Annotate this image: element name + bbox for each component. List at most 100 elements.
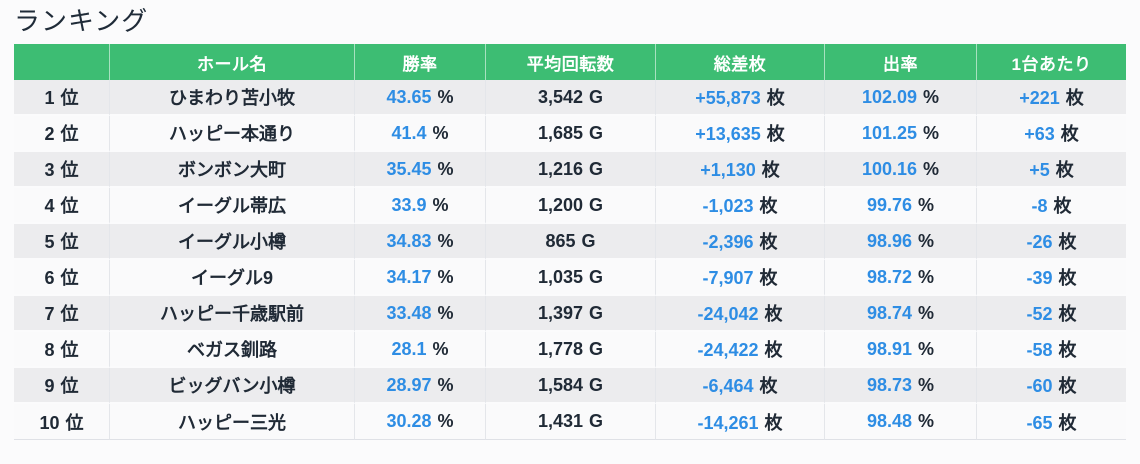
unit-label: 枚	[764, 340, 783, 360]
unit-label: %	[918, 266, 935, 287]
unit-label: %	[437, 158, 454, 179]
win-rate-cell-value: 33.9	[391, 194, 427, 215]
unit-label: %	[918, 302, 935, 323]
ranking-table: ホール名 勝率 平均回転数 総差枚 出率 1台あたり 1 位ひまわり苫小牧 43.6…	[14, 44, 1126, 440]
avg-spins-cell-value: 3,542	[537, 86, 584, 107]
unit-label: %	[437, 266, 454, 287]
total-diff-cell: -7,907 枚	[656, 260, 825, 296]
payout-cell: 98.74%	[825, 296, 977, 332]
unit-label: G	[589, 411, 604, 431]
hall-cell-value: ハッピー千歳駅前	[160, 304, 304, 324]
hall-cell: ボンボン大町	[110, 152, 355, 188]
payout-cell-value: 98.72	[866, 266, 913, 287]
unit-label: %	[432, 122, 449, 143]
total-diff-cell-value: -14,261	[697, 412, 759, 433]
unit-label: %	[918, 338, 935, 359]
per-machine-cell: -60 枚	[977, 368, 1126, 404]
win-rate-cell-value: 34.17	[386, 266, 432, 287]
hall-cell: ハッピー本通り	[110, 116, 355, 152]
rank-cell-value: 4	[44, 196, 55, 216]
table-row: 1 位ひまわり苫小牧 43.65% 3,542 G +55,873 枚 102.09% +221…	[14, 80, 1126, 116]
unit-label: 枚	[1058, 268, 1077, 288]
avg-spins-cell-value: 1,216	[537, 158, 584, 179]
payout-cell: 100.16%	[825, 152, 977, 188]
unit-label: G	[581, 230, 596, 251]
payout-cell-value: 101.25	[861, 122, 918, 143]
total-diff-cell: -14,261 枚	[656, 404, 825, 440]
table-row: 3 位ボンボン大町 35.45% 1,216 G +1,130 枚 100.16% +5 枚	[14, 152, 1126, 188]
total-diff-cell-value: +1,130	[700, 160, 756, 180]
win-rate-cell-value: 41.4	[391, 122, 427, 143]
win-rate-cell-value: 28.1	[391, 338, 427, 359]
unit-label: 位	[60, 268, 79, 288]
per-machine-cell-value: +5	[1029, 160, 1050, 180]
total-diff-cell: +1,130 枚	[656, 152, 825, 188]
unit-label: 枚	[1058, 412, 1077, 433]
win-rate-cell: 34.17%	[355, 260, 486, 296]
per-machine-cell-value: -65	[1026, 412, 1053, 433]
rank-cell-value: 3	[44, 160, 55, 180]
ranking-table-header: ホール名 勝率 平均回転数 総差枚 出率 1台あたり	[14, 44, 1126, 80]
win-rate-cell: 34.83%	[355, 224, 486, 260]
payout-cell-value: 98.91	[866, 338, 913, 359]
table-row: 4 位イーグル帯広 33.9% 1,200 G -1,023 枚 99.76% -8 枚	[14, 188, 1126, 224]
unit-label: 枚	[1053, 196, 1072, 216]
table-row: 10 位ハッピー三光 30.28% 1,431 G -14,261 枚 98.48% -65 枚	[14, 404, 1126, 440]
rank-cell-value: 5	[44, 232, 55, 252]
payout-cell: 102.09%	[825, 80, 977, 116]
unit-label: 枚	[759, 376, 778, 396]
unit-label: %	[918, 374, 935, 395]
per-machine-cell: -8 枚	[977, 188, 1126, 224]
unit-label: 位	[60, 124, 79, 144]
avg-spins-cell-value: 1,685	[537, 122, 584, 143]
per-machine-cell: -26 枚	[977, 224, 1126, 260]
total-diff-cell-value: +55,873	[695, 88, 761, 108]
unit-label: 位	[60, 88, 79, 108]
col-header-per-machine: 1台あたり	[977, 44, 1126, 80]
win-rate-cell-value: 33.48	[386, 302, 432, 323]
unit-label: 枚	[1065, 88, 1084, 108]
unit-label: 位	[60, 160, 79, 180]
per-machine-cell: -58 枚	[977, 332, 1126, 368]
table-row: 5 位イーグル小樽 34.83% 865 G -2,396 枚 98.96% -26 枚	[14, 224, 1126, 260]
col-header-avg-spins: 平均回転数	[486, 44, 656, 80]
per-machine-cell: -65 枚	[977, 404, 1126, 440]
payout-cell-value: 102.09	[861, 86, 918, 107]
payout-cell: 98.72%	[825, 260, 977, 296]
col-header-win-rate: 勝率	[355, 44, 486, 80]
win-rate-cell-value: 43.65	[386, 86, 432, 107]
avg-spins-cell: 3,542 G	[486, 80, 656, 116]
avg-spins-cell-value: 1,035	[537, 266, 584, 287]
unit-label: 枚	[764, 304, 783, 324]
unit-label: G	[589, 338, 604, 359]
win-rate-cell: 43.65%	[355, 80, 486, 116]
unit-label: 位	[60, 304, 79, 324]
rank-cell-value: 10	[39, 412, 60, 433]
unit-label: %	[437, 302, 454, 323]
hall-cell: イーグル9	[110, 260, 355, 296]
unit-label: %	[918, 411, 935, 431]
unit-label: 枚	[1060, 124, 1079, 144]
avg-spins-cell: 1,685 G	[486, 116, 656, 152]
unit-label: G	[589, 194, 604, 215]
total-diff-cell-value: -6,464	[702, 376, 754, 396]
avg-spins-cell-value: 1,397	[537, 302, 584, 323]
per-machine-cell-value: -39	[1026, 268, 1053, 288]
win-rate-cell: 30.28%	[355, 404, 486, 440]
unit-label: 枚	[761, 160, 780, 180]
per-machine-cell-value: +221	[1019, 88, 1060, 108]
hall-cell-value: イーグル帯広	[178, 196, 286, 216]
avg-spins-cell: 1,431 G	[486, 404, 656, 440]
total-diff-cell-value: -2,396	[702, 232, 754, 252]
hall-cell-value: ボンボン大町	[178, 160, 286, 180]
per-machine-cell-value: -58	[1026, 340, 1053, 360]
rank-cell-value: 9	[44, 376, 55, 396]
payout-cell: 98.96%	[825, 224, 977, 260]
win-rate-cell: 33.48%	[355, 296, 486, 332]
unit-label: %	[923, 158, 940, 179]
payout-cell-value: 98.96	[866, 230, 913, 251]
avg-spins-cell: 1,035 G	[486, 260, 656, 296]
